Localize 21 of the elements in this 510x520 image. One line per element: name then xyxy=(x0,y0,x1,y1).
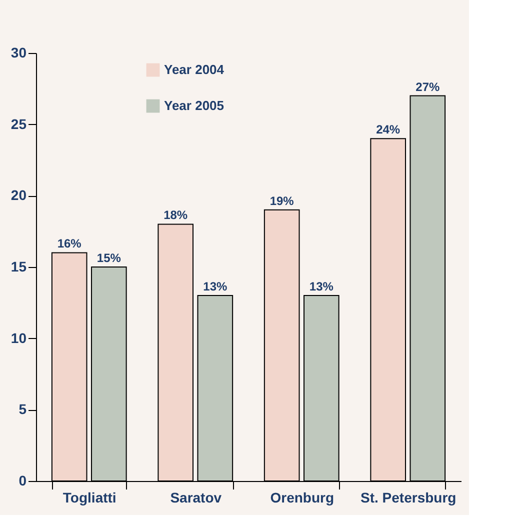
data-label: 27% xyxy=(416,80,440,94)
y-tick-label: 25 xyxy=(10,116,27,132)
y-tick-label: 15 xyxy=(10,258,27,274)
y-tick-label: 20 xyxy=(10,187,27,204)
y-tick-label: 0 xyxy=(18,472,27,488)
data-label: 16% xyxy=(57,236,82,251)
legend-label: Year 2004 xyxy=(164,62,225,77)
x-tick-label: St. Petersburg xyxy=(360,490,456,506)
data-label: 13% xyxy=(309,280,334,294)
legend-label: Year 2005 xyxy=(164,98,224,113)
data-label: 24% xyxy=(376,122,400,137)
data-label: 19% xyxy=(270,194,294,208)
x-tick-label: Orenburg xyxy=(270,490,334,506)
data-label: 13% xyxy=(203,280,228,294)
data-label: 15% xyxy=(96,251,122,265)
y-tick-label: 30 xyxy=(10,44,27,60)
y-tick-label: 10 xyxy=(10,330,27,346)
data-label: 18% xyxy=(164,208,188,222)
x-tick-label: Togliatti xyxy=(62,490,116,506)
y-tick-label: 5 xyxy=(18,401,27,418)
x-tick-label: Saratov xyxy=(170,490,222,506)
